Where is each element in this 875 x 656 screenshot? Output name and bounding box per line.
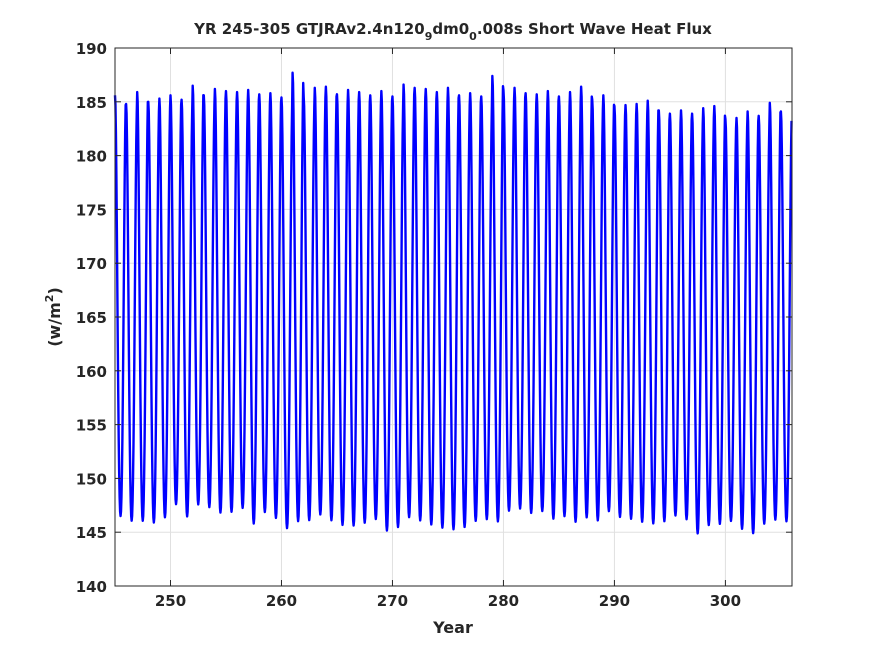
x-tick-label: 270: [377, 592, 408, 610]
y-tick-label: 180: [76, 148, 107, 166]
chart-title: YR 245-305 GTJRAv2.4n1209dm00.008s Short…: [193, 20, 712, 43]
y-tick-label: 145: [76, 524, 107, 542]
y-tick-label: 185: [76, 94, 107, 112]
x-axis-label: Year: [432, 618, 473, 637]
y-ticks: 140 145 150 155 160 165 170 175 180 185 190: [76, 40, 792, 596]
x-ticks: 250 260 270 280 290 300: [155, 48, 741, 610]
x-tick-label: 280: [488, 592, 519, 610]
y-tick-label: 165: [76, 309, 107, 327]
y-tick-label: 175: [76, 201, 107, 219]
series-line: [113, 71, 793, 535]
y-tick-label: 170: [76, 255, 107, 273]
x-tick-label: 250: [155, 592, 186, 610]
y-tick-label: 160: [76, 363, 107, 381]
series-group: [113, 71, 793, 535]
y-axis-label: (w/m2): [43, 287, 64, 347]
y-tick-label: 155: [76, 417, 107, 435]
y-tick-label: 140: [76, 578, 107, 596]
x-tick-label: 300: [710, 592, 741, 610]
x-tick-label: 260: [266, 592, 297, 610]
y-tick-label: 150: [76, 470, 107, 488]
y-tick-label: 190: [76, 40, 107, 58]
x-tick-label: 290: [599, 592, 630, 610]
